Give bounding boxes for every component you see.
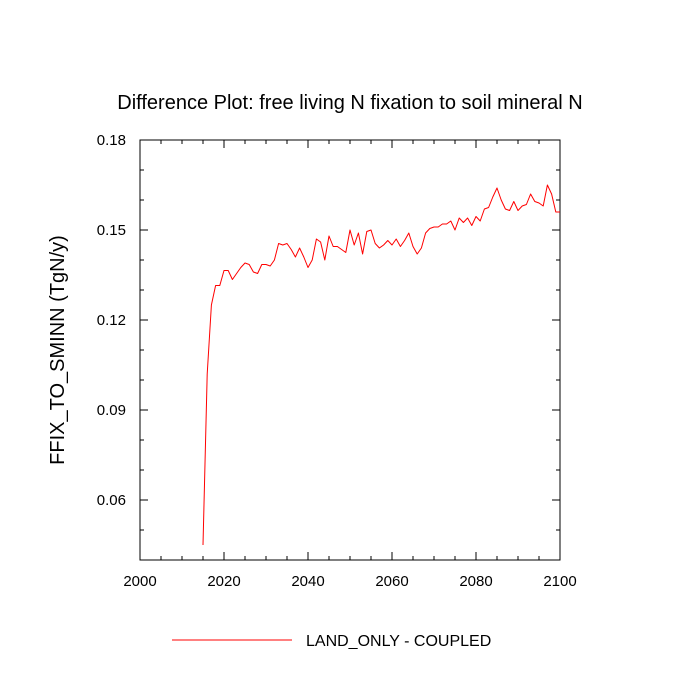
x-tick-label: 2080 [459, 573, 492, 590]
plot-frame [139, 139, 561, 561]
y-tick-label: 0.18 [97, 132, 126, 149]
y-tick-label: 0.09 [97, 402, 126, 419]
legend: LAND_ONLY - COUPLED [172, 633, 491, 650]
chart-title: Difference Plot: free living N fixation … [117, 92, 582, 114]
x-tick-label: 2100 [543, 573, 576, 590]
y-axis-title: FFIX_TO_SMINN (TgN/y) [47, 235, 69, 465]
series-layer [202, 184, 560, 546]
x-tick-label: 2020 [207, 573, 240, 590]
x-tick-label: 2000 [123, 573, 156, 590]
legend-label: LAND_ONLY - COUPLED [306, 633, 491, 650]
y-axis: 0.06 0.09 0.12 0.15 0.18 [97, 132, 560, 561]
series-line [202, 184, 560, 546]
x-axis: 2000 2020 2040 2060 2080 2100 [123, 140, 577, 590]
x-tick-label: 2060 [375, 573, 408, 590]
y-tick-label: 0.15 [97, 222, 126, 239]
y-tick-label: 0.06 [97, 492, 126, 509]
y-tick-label: 0.12 [97, 312, 126, 329]
x-tick-label: 2040 [291, 573, 324, 590]
